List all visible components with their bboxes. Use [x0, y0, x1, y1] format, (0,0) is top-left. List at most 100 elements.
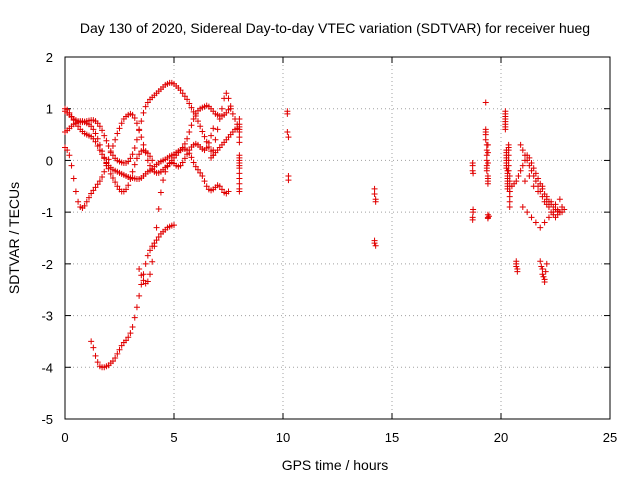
data-point	[131, 161, 138, 168]
data-point	[144, 99, 151, 106]
data-point	[133, 136, 140, 143]
data-point	[131, 115, 138, 122]
data-point	[142, 103, 149, 110]
data-point	[528, 167, 535, 174]
data-point	[127, 155, 134, 162]
data-point	[537, 224, 544, 231]
data-point	[482, 136, 489, 143]
data-point	[186, 128, 193, 135]
data-point	[177, 162, 184, 169]
x-tick-label: 0	[61, 430, 68, 445]
data-point	[190, 116, 197, 123]
data-point	[140, 109, 147, 116]
data-point	[530, 183, 537, 190]
data-point	[212, 136, 219, 143]
data-point	[90, 344, 97, 351]
series-F	[136, 125, 217, 287]
data-point	[81, 202, 88, 209]
data-point	[149, 157, 156, 164]
series-G	[208, 90, 243, 195]
data-point	[181, 93, 188, 100]
data-point	[94, 359, 101, 366]
data-point	[502, 126, 509, 133]
data-point	[197, 123, 204, 130]
data-point	[236, 180, 243, 187]
x-tick-label: 25	[603, 430, 617, 445]
data-point	[190, 159, 197, 166]
data-point	[506, 198, 513, 205]
data-point	[214, 126, 221, 133]
data-point	[114, 130, 121, 137]
data-point	[99, 148, 106, 155]
data-point	[99, 173, 106, 180]
x-tick-label: 15	[385, 430, 399, 445]
data-point	[225, 188, 232, 195]
data-point	[188, 122, 195, 129]
data-point	[506, 203, 513, 210]
data-point	[138, 118, 145, 125]
data-point	[482, 131, 489, 138]
data-point	[506, 172, 513, 179]
data-point	[123, 337, 130, 344]
data-point	[506, 193, 513, 200]
data-point	[179, 90, 186, 97]
data-point	[506, 188, 513, 195]
data-point	[521, 178, 528, 185]
data-point	[114, 350, 121, 357]
data-point	[194, 118, 201, 125]
data-point	[526, 172, 533, 179]
data-point	[105, 142, 112, 149]
x-tick-label: 10	[276, 430, 290, 445]
data-point	[236, 152, 243, 159]
data-point	[227, 105, 234, 112]
data-point	[101, 168, 108, 175]
data-point	[127, 176, 134, 183]
data-point	[236, 162, 243, 169]
data-point	[107, 148, 114, 155]
data-point	[236, 157, 243, 164]
data-point	[142, 260, 149, 267]
data-point	[506, 178, 513, 185]
data-point	[372, 242, 379, 249]
data-point	[64, 147, 71, 154]
data-point	[105, 156, 112, 163]
data-point	[144, 150, 151, 157]
data-point	[72, 188, 79, 195]
data-point	[153, 224, 160, 231]
data-point	[194, 166, 201, 173]
series-C	[62, 118, 156, 195]
data-point	[486, 213, 493, 220]
data-point	[545, 203, 552, 210]
data-point	[184, 151, 191, 158]
data-point	[519, 162, 526, 169]
data-point	[284, 110, 291, 117]
data-point	[179, 159, 186, 166]
data-point	[188, 154, 195, 161]
data-point	[556, 196, 563, 203]
data-point	[129, 168, 136, 175]
data-point	[236, 116, 243, 123]
data-point	[181, 155, 188, 162]
data-point	[83, 198, 90, 205]
data-point	[515, 172, 522, 179]
data-point	[116, 346, 123, 353]
data-point	[162, 168, 169, 175]
data-point	[552, 201, 559, 208]
data-point	[112, 354, 119, 361]
data-point	[542, 268, 549, 275]
series-H	[284, 108, 379, 249]
y-tick-label: -3	[41, 309, 53, 324]
data-point	[505, 162, 512, 169]
series-I	[469, 99, 493, 223]
data-point	[136, 127, 143, 134]
data-point	[201, 133, 208, 140]
data-point	[285, 177, 292, 184]
y-tick-label: -1	[41, 205, 53, 220]
data-point	[210, 125, 217, 132]
data-point	[203, 145, 210, 152]
data-point	[543, 193, 550, 200]
data-point	[129, 323, 136, 330]
data-point	[138, 272, 145, 279]
data-point	[236, 139, 243, 146]
